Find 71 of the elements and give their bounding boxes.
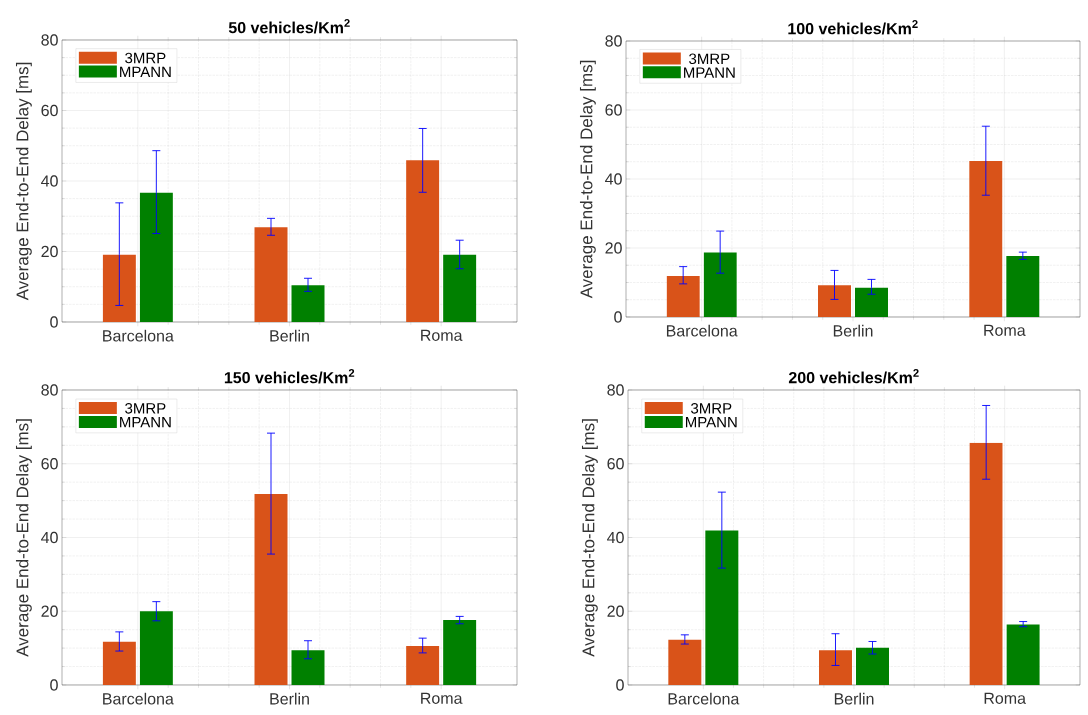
y-axis-title: Average End-to-End Delay [ms] bbox=[581, 419, 598, 657]
bar bbox=[139, 611, 173, 685]
legend-label: MPANN bbox=[685, 417, 737, 428]
x-tick-label: Barcelona bbox=[103, 329, 174, 342]
bar bbox=[406, 160, 440, 322]
chart-title: 150 vehicles/Km$^{2}$ bbox=[224, 369, 355, 384]
y-tick-label: 80 bbox=[41, 384, 58, 396]
bar bbox=[969, 161, 1003, 317]
y-tick-label: 40 bbox=[41, 175, 58, 187]
legend-label: 3MRP bbox=[689, 53, 730, 65]
bar bbox=[703, 252, 737, 317]
legend-label: 3MRP bbox=[125, 403, 166, 414]
y-tick-label: 20 bbox=[41, 245, 58, 258]
y-tick-label: 20 bbox=[605, 242, 622, 254]
bar bbox=[856, 647, 889, 685]
y-axis-title: Average End-to-End Delay [ms] bbox=[15, 62, 32, 301]
bar bbox=[705, 530, 739, 685]
legend-label: MPANN bbox=[120, 417, 171, 428]
y-tick-label: 60 bbox=[41, 104, 58, 117]
y-axis-title: Average End-to-End Delay [ms] bbox=[15, 419, 32, 657]
y-tick-label: 20 bbox=[607, 605, 624, 617]
y-tick-label: 40 bbox=[41, 531, 58, 544]
y-tick-label: 80 bbox=[607, 384, 624, 396]
y-tick-label: 80 bbox=[605, 35, 622, 47]
x-tick-label: Barcelona bbox=[668, 692, 740, 705]
y-tick-label: 60 bbox=[605, 104, 622, 116]
y-tick-label: 40 bbox=[605, 173, 622, 185]
bar bbox=[666, 275, 700, 317]
bar bbox=[818, 285, 851, 317]
bar bbox=[819, 650, 852, 685]
y-tick-label: 80 bbox=[41, 34, 58, 46]
chart-title: 100 vehicles/Km$^{2}$ bbox=[788, 20, 918, 35]
bar bbox=[1006, 255, 1040, 317]
bar bbox=[855, 287, 888, 317]
y-tick-label: 20 bbox=[41, 605, 58, 617]
chart-title: 50 vehicles/Km$^{2}$ bbox=[228, 19, 350, 34]
legend-label: 3MRP bbox=[691, 403, 732, 414]
bar bbox=[102, 641, 136, 685]
bar bbox=[1006, 624, 1040, 685]
x-tick-label: Roma bbox=[984, 324, 1026, 336]
x-tick-label: Barcelona bbox=[666, 324, 738, 337]
bar bbox=[254, 493, 288, 685]
bar bbox=[254, 227, 288, 322]
y-tick-label: 0 bbox=[50, 316, 58, 328]
y-tick-label: 60 bbox=[607, 458, 624, 470]
legend-label: 3MRP bbox=[125, 52, 166, 64]
x-tick-label: Berlin bbox=[833, 324, 873, 337]
legend-label: MPANN bbox=[684, 67, 735, 78]
x-tick-label: Berlin bbox=[270, 692, 309, 705]
x-tick-label: Barcelona bbox=[103, 692, 174, 705]
legend-label: MPANN bbox=[120, 66, 171, 77]
bar bbox=[443, 254, 477, 322]
x-tick-label: Roma bbox=[984, 692, 1026, 704]
y-tick-label: 40 bbox=[607, 531, 624, 544]
x-tick-label: Roma bbox=[421, 692, 463, 704]
y-tick-label: 60 bbox=[41, 458, 58, 470]
x-tick-label: Berlin bbox=[270, 329, 309, 342]
bar bbox=[969, 442, 1003, 685]
bar bbox=[443, 620, 477, 685]
bar bbox=[291, 285, 325, 322]
bar bbox=[291, 650, 325, 685]
bar bbox=[139, 192, 173, 322]
y-tick-label: 0 bbox=[50, 679, 58, 691]
bar bbox=[406, 645, 440, 685]
x-tick-label: Berlin bbox=[834, 692, 874, 705]
bar bbox=[668, 639, 702, 685]
chart-title: 200 vehicles/Km$^{2}$ bbox=[788, 369, 919, 384]
y-tick-label: 0 bbox=[616, 679, 624, 691]
x-tick-label: Roma bbox=[421, 329, 463, 341]
y-axis-title: Average End-to-End Delay [ms] bbox=[579, 60, 596, 299]
y-tick-label: 0 bbox=[614, 311, 622, 323]
